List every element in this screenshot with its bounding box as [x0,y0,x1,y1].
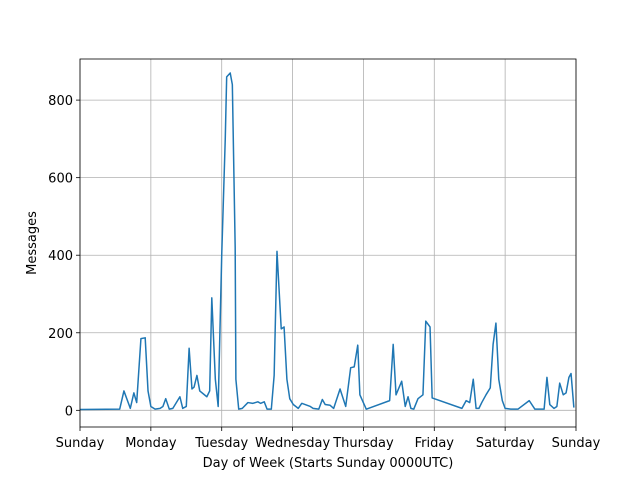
y-tick-label: 800 [48,94,73,109]
x-axis-label: Day of Week (Starts Sunday 0000UTC) [203,456,454,471]
x-tick-label: Wednesday [255,436,331,451]
y-axis-label: Messages [25,211,40,275]
x-tick-label: Saturday [476,436,535,451]
x-tick-label: Monday [125,436,177,451]
y-tick-label: 600 [48,172,73,187]
x-tick-label: Sunday [552,436,601,451]
data-line [79,72,575,411]
y-tick-label: 0 [65,404,73,419]
x-tick-label: Sunday [56,436,105,451]
x-tick-label: Friday [415,436,455,451]
y-tick-label: 200 [48,327,73,342]
y-tick-label: 400 [48,249,73,264]
x-tick-label: Thursday [332,436,394,451]
plot-frame [79,58,577,428]
x-tick-label: Tuesday [194,436,248,451]
